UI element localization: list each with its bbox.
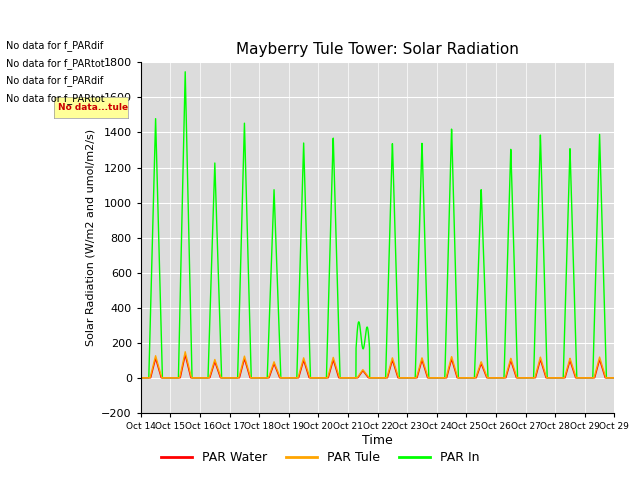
X-axis label: Time: Time bbox=[362, 433, 393, 446]
Text: No data for f_PARdif: No data for f_PARdif bbox=[6, 75, 104, 86]
Text: No data for f_PARtot: No data for f_PARtot bbox=[6, 93, 105, 104]
Y-axis label: Solar Radiation (W/m2 and umol/m2/s): Solar Radiation (W/m2 and umol/m2/s) bbox=[86, 129, 96, 346]
Title: Mayberry Tule Tower: Solar Radiation: Mayberry Tule Tower: Solar Radiation bbox=[236, 42, 519, 57]
Text: No data for f_PARtot: No data for f_PARtot bbox=[6, 58, 105, 69]
Legend: PAR Water, PAR Tule, PAR In: PAR Water, PAR Tule, PAR In bbox=[156, 446, 484, 469]
Text: No data...tule: No data...tule bbox=[58, 103, 128, 112]
Text: No data for f_PARdif: No data for f_PARdif bbox=[6, 40, 104, 51]
